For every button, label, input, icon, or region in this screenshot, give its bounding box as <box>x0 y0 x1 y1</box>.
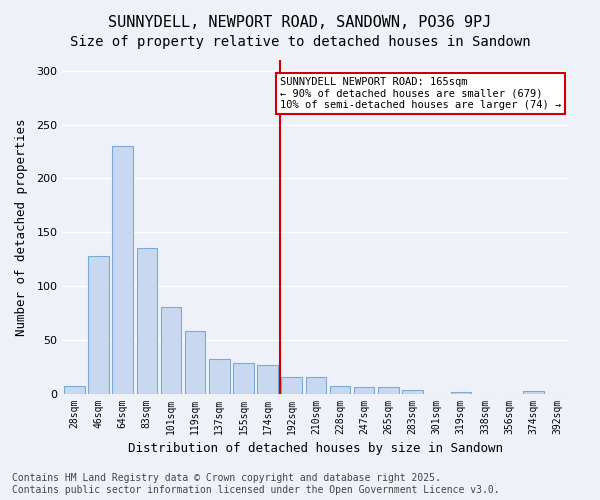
Bar <box>305 378 326 394</box>
Bar <box>209 359 230 394</box>
Text: SUNNYDELL, NEWPORT ROAD, SANDOWN, PO36 9PJ: SUNNYDELL, NEWPORT ROAD, SANDOWN, PO36 9… <box>109 15 491 30</box>
Bar <box>402 390 423 394</box>
Bar <box>112 146 133 394</box>
Bar <box>233 364 254 394</box>
Text: Size of property relative to detached houses in Sandown: Size of property relative to detached ho… <box>70 35 530 49</box>
Bar <box>281 378 302 394</box>
Bar <box>88 256 109 394</box>
Text: Contains HM Land Registry data © Crown copyright and database right 2025.
Contai: Contains HM Land Registry data © Crown c… <box>12 474 500 495</box>
X-axis label: Distribution of detached houses by size in Sandown: Distribution of detached houses by size … <box>128 442 503 455</box>
Bar <box>137 248 157 394</box>
Bar <box>161 308 181 394</box>
Bar <box>64 386 85 394</box>
Bar <box>451 392 471 394</box>
Bar <box>257 364 278 394</box>
Bar <box>378 387 398 394</box>
Text: SUNNYDELL NEWPORT ROAD: 165sqm
← 90% of detached houses are smaller (679)
10% of: SUNNYDELL NEWPORT ROAD: 165sqm ← 90% of … <box>280 76 561 110</box>
Bar <box>523 392 544 394</box>
Bar <box>330 386 350 394</box>
Bar <box>185 331 205 394</box>
Y-axis label: Number of detached properties: Number of detached properties <box>15 118 28 336</box>
Bar <box>354 387 374 394</box>
